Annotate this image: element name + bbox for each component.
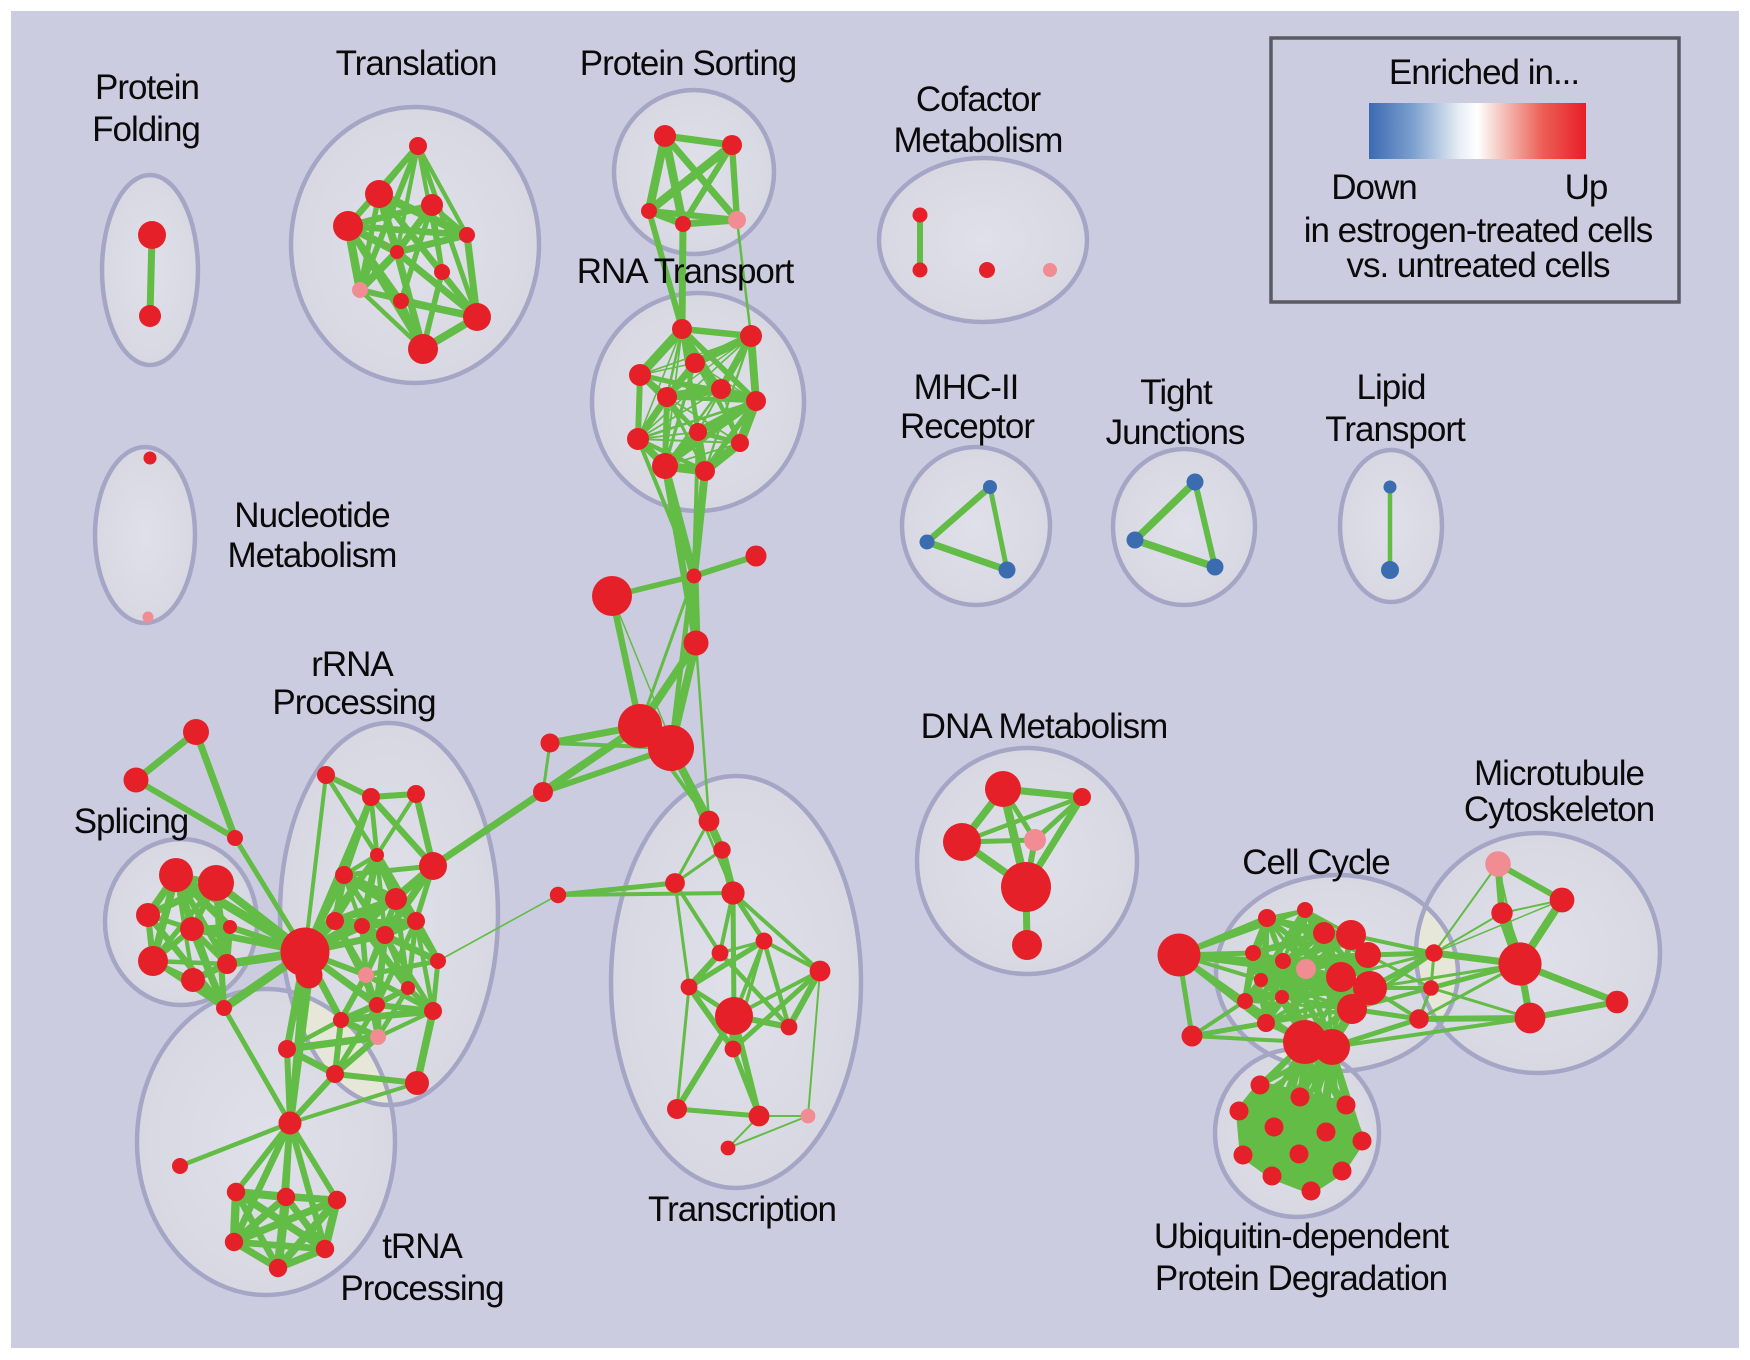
svg-text:Microtubule: Microtubule	[1474, 754, 1644, 793]
svg-text:Receptor: Receptor	[900, 407, 1035, 446]
svg-text:Junctions: Junctions	[1106, 413, 1245, 452]
svg-text:DNA Metabolism: DNA Metabolism	[921, 707, 1168, 746]
svg-text:Nucleotide: Nucleotide	[234, 496, 389, 535]
svg-text:Processing: Processing	[272, 683, 435, 722]
svg-text:MHC-II: MHC-II	[914, 368, 1019, 407]
svg-text:Splicing: Splicing	[74, 802, 189, 841]
svg-text:Metabolism: Metabolism	[894, 121, 1063, 160]
svg-text:rRNA: rRNA	[311, 645, 394, 684]
svg-text:in estrogen-treated cells: in estrogen-treated cells	[1304, 211, 1653, 250]
svg-text:Lipid: Lipid	[1357, 368, 1426, 407]
svg-text:Cytoskeleton: Cytoskeleton	[1464, 790, 1654, 829]
svg-text:Protein: Protein	[95, 68, 199, 107]
svg-text:Processing: Processing	[340, 1269, 503, 1308]
svg-text:RNA Transport: RNA Transport	[577, 252, 795, 291]
svg-text:tRNA: tRNA	[382, 1227, 463, 1266]
svg-text:vs. untreated cells: vs. untreated cells	[1346, 246, 1610, 285]
svg-text:Up: Up	[1565, 168, 1608, 207]
svg-text:Ubiquitin-dependent: Ubiquitin-dependent	[1154, 1217, 1450, 1256]
svg-text:Protein Degradation: Protein Degradation	[1155, 1259, 1447, 1298]
svg-text:Cell Cycle: Cell Cycle	[1242, 843, 1390, 882]
svg-text:Tight: Tight	[1140, 373, 1213, 412]
svg-text:Translation: Translation	[336, 44, 497, 83]
svg-text:Cofactor: Cofactor	[916, 80, 1042, 119]
svg-text:Transcription: Transcription	[648, 1190, 836, 1229]
svg-text:Protein Sorting: Protein Sorting	[580, 44, 797, 83]
svg-text:Enriched in...: Enriched in...	[1389, 53, 1579, 92]
svg-text:Folding: Folding	[92, 110, 200, 149]
svg-text:Metabolism: Metabolism	[228, 536, 397, 575]
svg-text:Transport: Transport	[1325, 410, 1466, 449]
svg-text:Down: Down	[1331, 168, 1416, 207]
